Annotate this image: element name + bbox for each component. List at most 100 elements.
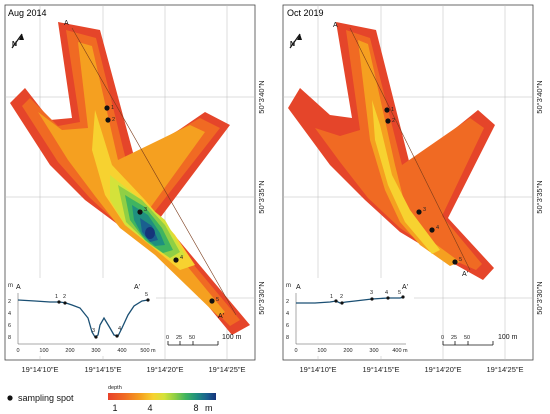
profile-background: [284, 278, 414, 356]
depth-tick: 4: [147, 403, 152, 413]
profile-spot-label: 5: [145, 292, 148, 298]
profile-spot: [386, 296, 390, 300]
profile-end-label: A': [402, 284, 408, 291]
depth-profile-inset: m A A' 2 4 6 8 0 100 200 300 400 m 1 2 3…: [284, 278, 414, 356]
latitude-label: 50°3'30"N: [535, 281, 544, 314]
profile-x-tick: 300: [369, 348, 378, 354]
longitude-label: 19°14'20"E: [424, 365, 461, 374]
latitude-label: 50°3'40"N: [257, 80, 266, 113]
longitude-label: 19°14'15"E: [362, 365, 399, 374]
sampling-spot: [385, 118, 391, 124]
profile-curve: [17, 299, 149, 338]
profile-x-tick: 0: [16, 348, 19, 354]
profile-start-label: A: [333, 22, 338, 29]
longitude-label: 19°14'10"E: [299, 365, 336, 374]
depth-profile-inset: m A A' 2 4 6 8 0 100 200 300 400 500 m 1…: [6, 278, 156, 356]
profile-y-unit: m: [286, 283, 291, 289]
profile-x-tick: 400 m: [392, 348, 408, 354]
spot-label: 5: [216, 297, 219, 303]
sampling-spots: 1 2 3 4 5: [384, 107, 462, 265]
profile-spot-label: 5: [398, 290, 401, 296]
panel-aug-2014: N Aug 2014 A A' 1 2 3 4 5 50°3'40"N 50°3…: [4, 4, 266, 374]
sampling-spot: [104, 105, 110, 111]
profile-spot: [94, 335, 98, 339]
profile-spot: [146, 298, 150, 302]
north-label: N: [290, 41, 295, 48]
profile-x-tick: 100: [317, 348, 326, 354]
sampling-spot: [105, 117, 111, 123]
profile-y-tick: 8: [8, 335, 11, 341]
profile-y-tick: 2: [8, 299, 11, 305]
spot-label: 3: [423, 207, 426, 213]
scale-unit: 100 m: [498, 334, 518, 341]
longitude-label: 19°14'25"E: [208, 365, 245, 374]
profile-y-unit: m: [8, 283, 13, 289]
spot-label: 4: [180, 255, 183, 261]
sampling-spot: [384, 107, 390, 113]
profile-y-tick: 4: [286, 311, 289, 317]
sampling-spot-legend-label: sampling spot: [18, 393, 74, 403]
sampling-spot: [416, 209, 422, 215]
spot-label: 3: [144, 207, 147, 213]
profile-spot: [370, 297, 374, 301]
depth-tick: 1: [112, 403, 117, 413]
scale-tick: 0: [166, 335, 169, 341]
panel-title: Oct 2019: [287, 8, 324, 18]
scale-tick: 50: [464, 335, 470, 341]
river-depth-1: [315, 30, 484, 270]
latitude-label: 50°3'35"N: [257, 180, 266, 213]
profile-y-tick: 2: [286, 299, 289, 305]
panel-oct-2019: N Oct 2019 A A' 1 2 3 4 5 50°3'40"N 50°3…: [282, 4, 544, 374]
profile-spot-label: 2: [63, 294, 66, 300]
profile-x-tick: 500 m: [140, 348, 156, 354]
sampling-spot: [452, 259, 458, 265]
profile-spot-label: 1: [330, 294, 333, 300]
profile-line: [349, 27, 471, 271]
profile-start-label: A: [296, 284, 301, 291]
latitude-label: 50°3'35"N: [535, 180, 544, 213]
longitude-label: 19°14'15"E: [84, 365, 121, 374]
depth-unit: m: [205, 403, 213, 413]
latitude-label: 50°3'40"N: [535, 80, 544, 113]
scale-tick: 25: [451, 335, 457, 341]
profile-spot-label: 4: [118, 326, 121, 332]
profile-background: [6, 278, 156, 356]
spot-label: 5: [459, 257, 462, 263]
latitude-label: 50°3'30"N: [257, 281, 266, 314]
profile-spot-label: 3: [370, 290, 373, 296]
profile-y-tick: 6: [286, 323, 289, 329]
profile-x-tick: 400: [117, 348, 126, 354]
panel-title: Aug 2014: [8, 8, 47, 18]
profile-spot: [57, 300, 61, 304]
north-arrow: N: [289, 33, 302, 49]
profile-spot: [340, 301, 344, 305]
spot-label: 2: [392, 118, 395, 124]
scale-tick: 0: [441, 335, 444, 341]
profile-end-label: A': [218, 313, 224, 320]
bathymetry-map: [10, 22, 250, 335]
scale-tick: 25: [176, 335, 182, 341]
spot-label: 1: [111, 105, 114, 111]
sampling-spot: [429, 227, 435, 233]
scale-bar: 0 25 50 100 m: [166, 334, 242, 346]
scale-bar: 0 25 50 100 m: [441, 334, 518, 346]
north-label: N: [12, 41, 17, 48]
depth-color-bar: [108, 393, 216, 400]
longitude-label: 19°14'10"E: [21, 365, 58, 374]
profile-x-tick: 200: [343, 348, 352, 354]
bathymetry-map: [288, 22, 495, 280]
sampling-spots: 1 2 3 4 5: [104, 105, 219, 304]
longitude-label: 19°14'20"E: [146, 365, 183, 374]
sampling-spot: [137, 209, 143, 215]
scale-tick: 50: [189, 335, 195, 341]
profile-start-label: A: [16, 284, 21, 291]
sampling-spot-legend-symbol: [7, 395, 13, 401]
profile-end-label: A': [462, 271, 468, 278]
profile-spot-label: 4: [385, 290, 388, 296]
profile-spot-label: 2: [340, 294, 343, 300]
river-depth-9: [145, 227, 155, 239]
profile-y-tick: 4: [8, 311, 11, 317]
legend: sampling spot depth 1 4 8 m: [7, 385, 216, 413]
profile-spot: [334, 299, 338, 303]
